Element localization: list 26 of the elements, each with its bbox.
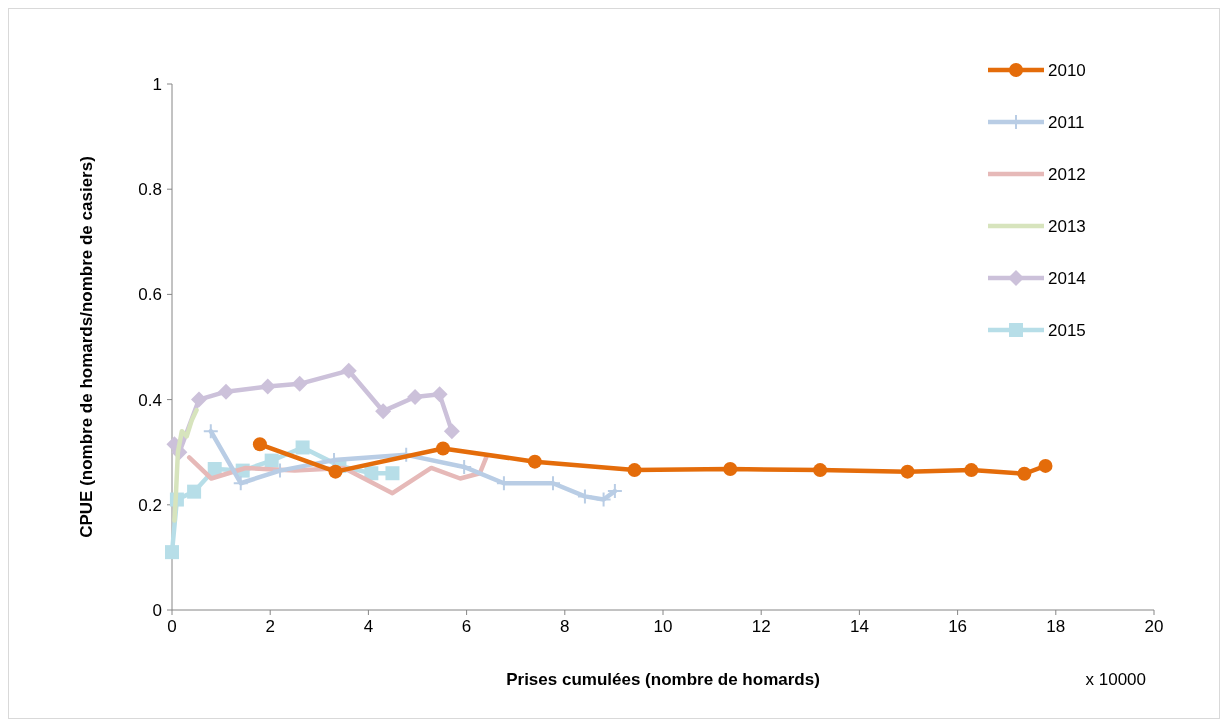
- legend-label: 2014: [1048, 269, 1086, 288]
- x-tick-label: 14: [849, 617, 869, 636]
- x-tick-label: 10: [653, 617, 673, 636]
- y-tick-label: 1: [152, 75, 162, 94]
- legend-label: 2012: [1048, 165, 1086, 184]
- text: x 10000: [1085, 670, 1146, 689]
- x-tick-label: 12: [751, 617, 771, 636]
- legend-label: 2013: [1048, 217, 1086, 236]
- x-tick-label: 2: [265, 617, 275, 636]
- y-tick-label: 0.4: [138, 390, 162, 410]
- legend-label: 2011: [1048, 113, 1085, 132]
- y-tick-label: 0.6: [138, 285, 162, 305]
- x-tick-label: 16: [948, 617, 968, 636]
- x-tick-label: 6: [461, 617, 472, 636]
- x-axis-title: Prises cumulées (nombre de homards): [506, 670, 820, 689]
- x-tick-label: 4: [363, 617, 374, 636]
- x-tick-label: 0: [167, 617, 177, 636]
- y-axis-title: CPUE (nombre de homards/nombre de casiers): [77, 156, 96, 538]
- y-tick-label: 0.2: [138, 495, 162, 515]
- x-tick-label: 18: [1046, 617, 1066, 636]
- legend-label: 2015: [1048, 321, 1086, 340]
- x-tick-label: 8: [560, 617, 570, 636]
- legend-label: 2010: [1048, 61, 1086, 80]
- x-tick-label: 20: [1144, 617, 1164, 636]
- y-tick-label: 0.8: [138, 180, 162, 200]
- y-tick-label: 0: [152, 601, 162, 620]
